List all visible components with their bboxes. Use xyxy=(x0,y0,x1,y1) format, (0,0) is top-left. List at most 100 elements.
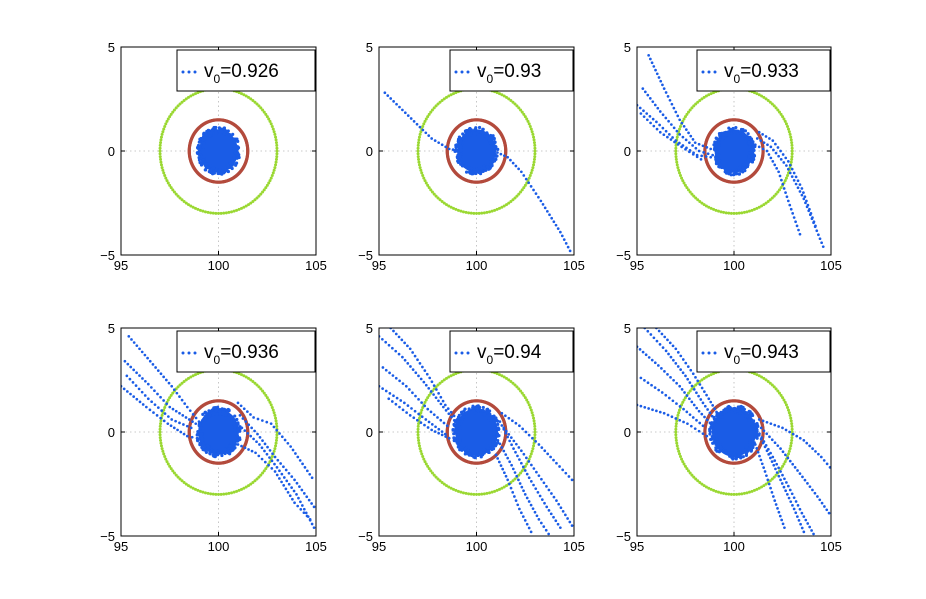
outer-circle-dot xyxy=(520,188,524,192)
trajectory-point xyxy=(796,179,800,183)
outer-circle-dot xyxy=(533,436,537,440)
cloud-point xyxy=(747,154,751,158)
trajectory-point xyxy=(561,468,565,472)
trajectory-point xyxy=(795,434,799,438)
trajectory-point xyxy=(672,358,675,362)
cloud-point xyxy=(464,170,469,174)
cloud-point xyxy=(478,408,482,412)
outer-circle-dot xyxy=(681,400,685,404)
outer-circle-dot xyxy=(261,389,265,393)
trajectory-point xyxy=(524,430,528,434)
y-tick-label: 5 xyxy=(366,40,373,55)
outer-circle-dot xyxy=(790,149,794,153)
trajectory-point xyxy=(676,365,680,368)
outer-circle-dot xyxy=(161,411,165,415)
trajectory-point xyxy=(761,133,764,136)
trajectory-point xyxy=(529,530,533,534)
cloud-point xyxy=(233,425,237,430)
outer-circle-dot xyxy=(690,192,694,196)
cloud-core xyxy=(714,129,754,173)
outer-circle-dot xyxy=(493,208,497,212)
outer-circle-dot xyxy=(784,122,788,126)
outer-circle-dot xyxy=(274,138,278,142)
outer-circle-dot xyxy=(251,199,255,203)
trajectory-point xyxy=(645,112,649,115)
outer-circle-dot xyxy=(674,433,678,437)
trajectory-point xyxy=(650,61,654,65)
trajectory-point xyxy=(254,451,257,455)
outer-circle-dot xyxy=(161,168,165,172)
trajectory-point xyxy=(669,138,673,141)
trajectory-point xyxy=(305,469,309,473)
outer-circle-dot xyxy=(274,441,278,445)
outer-circle-dot xyxy=(186,376,190,380)
trajectory-point xyxy=(252,437,255,441)
outer-circle-dot xyxy=(420,171,424,175)
outer-circle-dot xyxy=(169,467,173,471)
outer-circle-dot xyxy=(189,375,193,379)
trajectory-5 xyxy=(755,137,825,249)
trajectory-point xyxy=(655,127,659,131)
trajectory-point xyxy=(546,209,549,213)
trajectory-point xyxy=(800,511,804,515)
cloud-point xyxy=(485,134,489,139)
trajectory-10 xyxy=(494,453,533,534)
cloud-point xyxy=(713,140,717,144)
cloud-point xyxy=(473,452,477,456)
trajectory-point xyxy=(129,392,132,396)
trajectory-point xyxy=(452,414,456,418)
trajectory-point xyxy=(522,489,525,493)
trajectory-point xyxy=(701,144,705,148)
trajectory-point xyxy=(794,220,797,224)
trajectory-point xyxy=(305,495,309,499)
trajectory-point xyxy=(532,188,535,192)
outer-circle-dot xyxy=(467,211,471,215)
trajectory-point xyxy=(664,349,668,353)
cloud-point xyxy=(490,141,494,145)
trajectory-point xyxy=(544,528,548,532)
outer-circle-dot xyxy=(500,374,504,378)
outer-circle-dot xyxy=(176,475,180,479)
trajectory-point xyxy=(246,410,249,413)
trajectory-point xyxy=(691,152,695,156)
trajectory-point xyxy=(548,213,551,217)
trajectory-point xyxy=(675,402,678,405)
trajectory-point xyxy=(159,395,162,399)
trajectory-point xyxy=(653,361,657,365)
trajectory-point xyxy=(189,426,193,430)
cloud-point xyxy=(453,430,458,434)
cloud-point xyxy=(737,406,741,410)
trajectory-point xyxy=(444,409,448,412)
trajectory-point xyxy=(764,135,768,138)
cloud-point xyxy=(202,155,206,159)
legend-marker xyxy=(707,351,711,355)
trajectory-point xyxy=(436,416,439,419)
trajectory-point xyxy=(520,449,523,453)
cloud-point xyxy=(744,453,748,457)
trajectory-point xyxy=(546,452,550,456)
trajectory-point xyxy=(253,429,256,433)
legend-marker xyxy=(460,351,464,355)
outer-circle-dot xyxy=(729,492,733,496)
legend-prefix: v xyxy=(724,342,734,363)
trajectory-point xyxy=(700,412,704,416)
trajectory-point xyxy=(778,174,782,178)
outer-circle-dot xyxy=(191,205,195,209)
cloud-point xyxy=(227,408,231,412)
cloud-point xyxy=(721,449,725,453)
outer-circle-dot xyxy=(272,449,276,453)
trajectory-point xyxy=(680,388,684,391)
trajectory-point xyxy=(430,380,434,384)
cloud-point xyxy=(208,134,212,138)
outer-circle-dot xyxy=(683,183,687,187)
cloud-point xyxy=(205,447,210,451)
cloud-point xyxy=(200,158,205,162)
trajectory-point xyxy=(704,155,708,158)
outer-circle-dot xyxy=(520,469,524,473)
outer-circle-dot xyxy=(762,484,766,488)
outer-circle-dot xyxy=(442,97,446,101)
trajectory-point xyxy=(770,460,774,463)
cloud-point xyxy=(207,409,211,413)
cloud-point xyxy=(226,169,230,174)
cloud-point xyxy=(735,131,739,135)
